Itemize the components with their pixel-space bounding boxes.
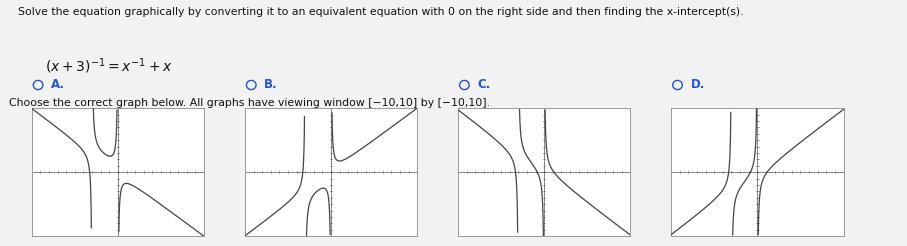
Text: Choose the correct graph below. All graphs have viewing window [−10,10] by [−10,: Choose the correct graph below. All grap… bbox=[9, 98, 490, 108]
Text: Solve the equation graphically by converting it to an equivalent equation with 0: Solve the equation graphically by conver… bbox=[18, 7, 744, 17]
Text: D.: D. bbox=[690, 78, 705, 92]
Text: B.: B. bbox=[264, 78, 278, 92]
Text: C.: C. bbox=[477, 78, 491, 92]
Text: $(x+3)^{-1}=x^{-1}+x$: $(x+3)^{-1}=x^{-1}+x$ bbox=[44, 56, 172, 76]
Text: A.: A. bbox=[51, 78, 65, 92]
